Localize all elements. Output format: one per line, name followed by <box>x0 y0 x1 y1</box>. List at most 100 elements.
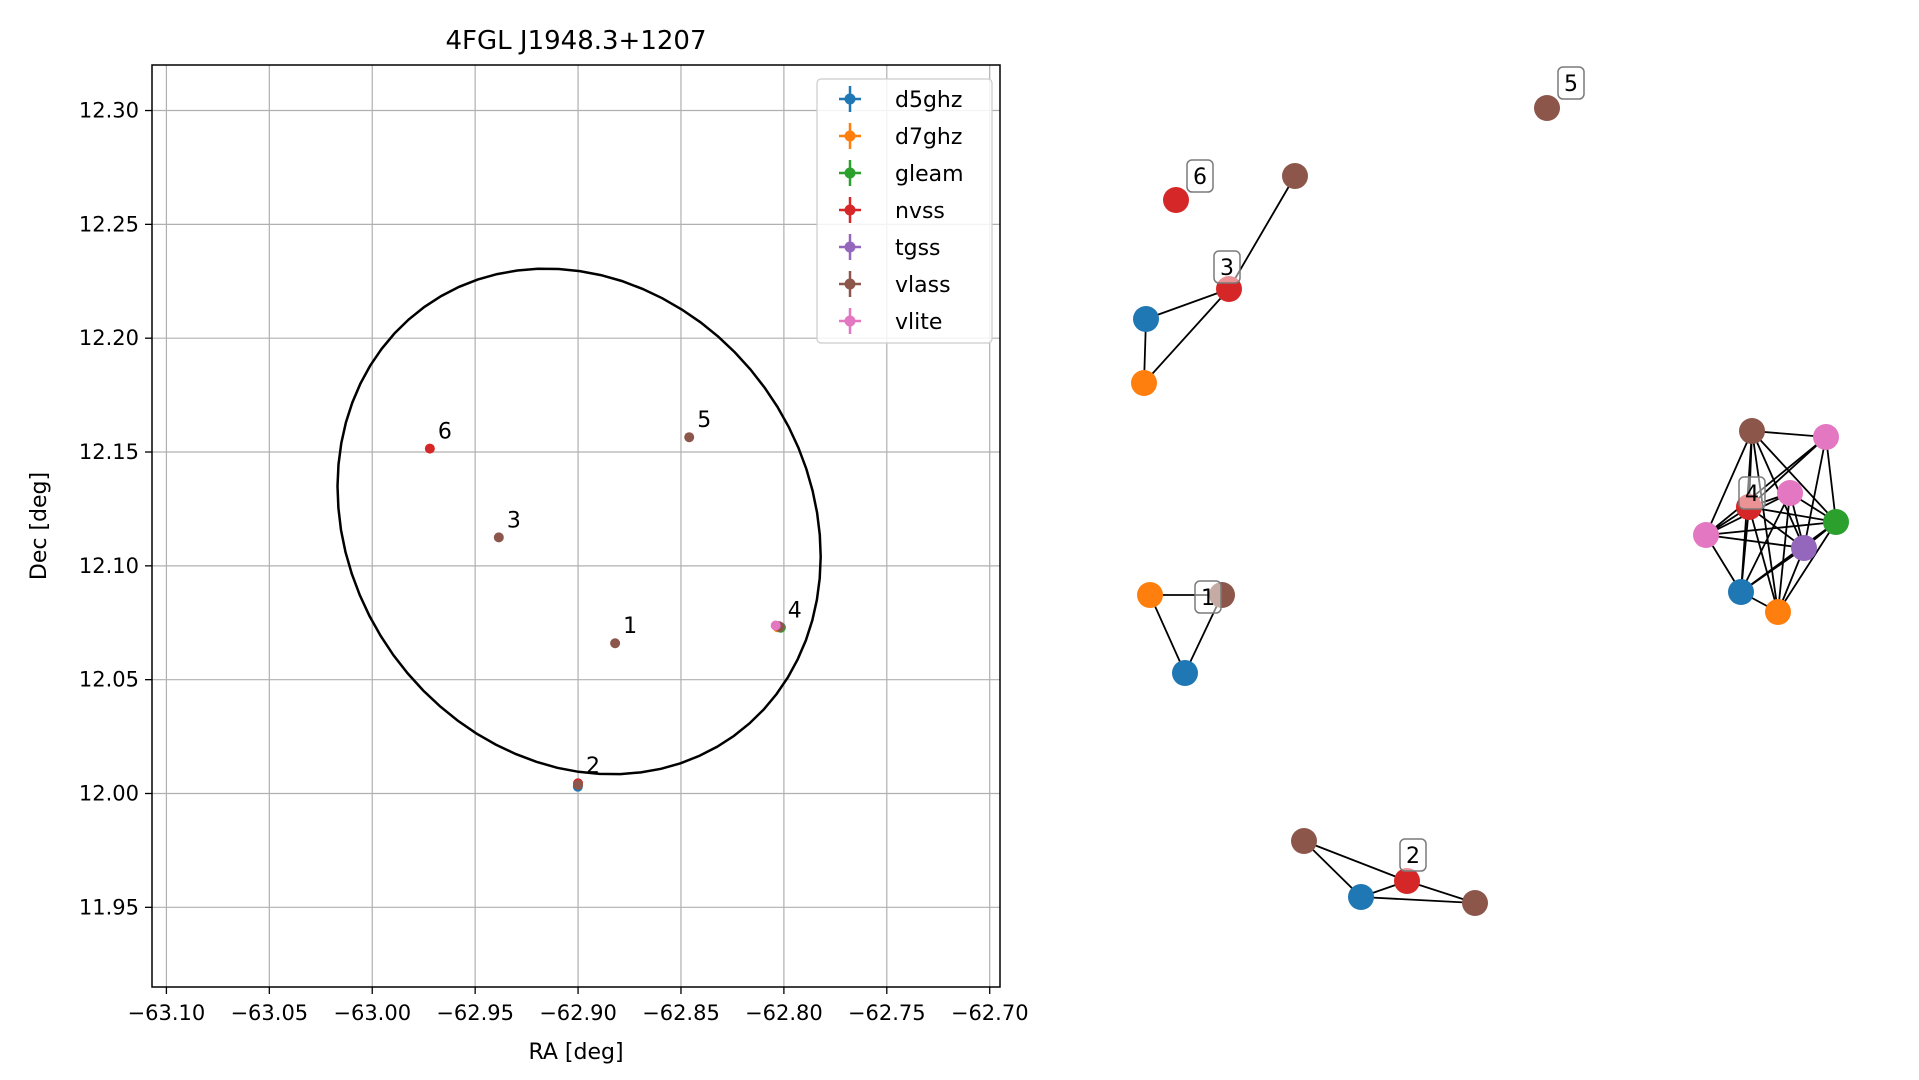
network-nodes <box>1131 95 1849 916</box>
network-node-d5ghz <box>1348 884 1374 910</box>
x-tick-label: −62.95 <box>436 1001 514 1025</box>
legend-marker-dot <box>844 315 856 327</box>
network-label-text: 4 <box>1745 482 1759 507</box>
network-node-d7ghz <box>1765 599 1791 625</box>
network-node-gleam <box>1823 509 1849 535</box>
network-group-labels: 6 5 3 1 2 4 <box>1186 66 1766 872</box>
network-edge <box>1748 506 1837 523</box>
network-node-tgss <box>1791 535 1817 561</box>
network-group-label: 3 <box>1213 250 1241 284</box>
network-edge <box>1360 896 1476 904</box>
network-node-d5ghz <box>1728 579 1754 605</box>
y-tick-label: 12.00 <box>79 781 139 805</box>
network-edge <box>1751 430 1779 613</box>
network-edge <box>1705 436 1827 536</box>
x-axis-ticks: −63.10 −63.05 −63.00 −62.95 −62.90 −62.85 −62.… <box>128 987 1029 1025</box>
x-tick-label: −62.75 <box>848 1001 926 1025</box>
vlass-point <box>573 779 584 790</box>
nvss-point <box>424 443 435 454</box>
data-points <box>424 432 786 792</box>
legend-marker-dot <box>844 204 856 216</box>
legend-item-tgss: tgss <box>839 234 941 261</box>
legend-box <box>816 78 993 344</box>
y-tick-label: 12.05 <box>79 668 139 692</box>
network-node-d5ghz <box>1172 660 1198 686</box>
network-label-box <box>1557 66 1585 100</box>
legend-label: nvss <box>895 199 945 224</box>
y-axis-label: Dec [deg] <box>27 472 52 580</box>
source-annotation: 6 <box>438 420 452 445</box>
x-tick-label: −62.90 <box>539 1001 617 1025</box>
y-tick-label: 12.30 <box>79 99 139 123</box>
network-label-box <box>1738 476 1766 510</box>
legend-item-vlass: vlass <box>839 271 951 298</box>
network-label-text: 6 <box>1193 165 1207 190</box>
vlass-point <box>684 432 695 443</box>
legend-marker-dot <box>844 167 856 179</box>
legend-item-gleam: gleam <box>839 160 964 187</box>
network-node-d5ghz <box>1133 306 1159 332</box>
network-label-box <box>1194 580 1222 614</box>
network-node-vlass <box>1739 418 1765 444</box>
vlite-point <box>770 620 781 631</box>
x-tick-label: −62.70 <box>951 1001 1029 1025</box>
x-tick-label: −63.00 <box>333 1001 411 1025</box>
network-edge <box>1705 521 1837 536</box>
scatter-chart: 4FGL J1948.3+1207 −63.10 −63.05 −63.00 −62.… <box>27 26 1029 1065</box>
network-edge <box>1803 436 1827 549</box>
network-group-label: 1 <box>1194 580 1222 614</box>
network-edge <box>1748 506 1779 613</box>
y-tick-label: 12.25 <box>79 212 139 236</box>
network-edge <box>1149 594 1186 674</box>
legend-item-vlite: vlite <box>839 308 942 335</box>
legend-label: d5ghz <box>895 88 962 113</box>
network-label-text: 1 <box>1201 586 1215 611</box>
source-annotation: 3 <box>507 508 521 533</box>
x-tick-label: −62.85 <box>642 1001 720 1025</box>
network-node-d7ghz <box>1131 370 1157 396</box>
vlass-point <box>610 638 621 649</box>
network-node-vlite <box>1693 522 1719 548</box>
localization-ellipse <box>336 267 822 776</box>
x-axis-label: RA [deg] <box>528 1040 623 1065</box>
y-tick-label: 12.10 <box>79 554 139 578</box>
network-label-box <box>1186 159 1214 193</box>
association-network: 6 5 3 1 2 4 <box>1131 66 1849 916</box>
legend-item-d5ghz: d5ghz <box>839 86 962 113</box>
network-edge <box>1825 436 1837 523</box>
network-node-vlass <box>1534 95 1560 121</box>
network-label-text: 3 <box>1220 256 1234 281</box>
y-axis-ticks: 11.95 12.00 12.05 12.10 12.15 12.20 12.25 12.30 <box>79 99 152 919</box>
network-node-vlass <box>1462 890 1488 916</box>
network-group-label: 5 <box>1557 66 1585 100</box>
network-edge <box>1705 430 1753 536</box>
legend-marker-dot <box>844 278 856 290</box>
legend: d5ghz d7ghz gleam nvss tgss vlass vlite <box>816 78 993 344</box>
legend-label: tgss <box>895 236 941 261</box>
axes-frame <box>151 64 1001 988</box>
legend-item-nvss: nvss <box>839 197 945 224</box>
vlass-point <box>493 532 504 543</box>
y-tick-label: 12.15 <box>79 440 139 464</box>
legend-marker-dot <box>844 93 856 105</box>
network-node-nvss <box>1394 868 1420 894</box>
legend-item-d7ghz: d7ghz <box>839 123 962 150</box>
network-node-vlite <box>1813 424 1839 450</box>
legend-marker-dot <box>844 241 856 253</box>
network-group-label: 4 <box>1738 476 1766 510</box>
network-edge <box>1740 506 1750 593</box>
x-tick-label: −63.10 <box>128 1001 206 1025</box>
network-node-vlass <box>1291 828 1317 854</box>
legend-label: gleam <box>895 162 964 187</box>
x-tick-label: −63.05 <box>230 1001 308 1025</box>
network-edge <box>1145 288 1230 320</box>
source-annotations: 1 2 3 4 5 6 <box>438 408 802 779</box>
network-edge <box>1303 840 1408 882</box>
network-node-nvss <box>1163 187 1189 213</box>
network-group-label: 6 <box>1186 159 1214 193</box>
chart-title: 4FGL J1948.3+1207 <box>446 26 707 56</box>
network-edge <box>1777 521 1837 613</box>
network-node-vlite <box>1777 480 1803 506</box>
x-tick-label: −62.80 <box>745 1001 823 1025</box>
network-label-box <box>1213 250 1241 284</box>
